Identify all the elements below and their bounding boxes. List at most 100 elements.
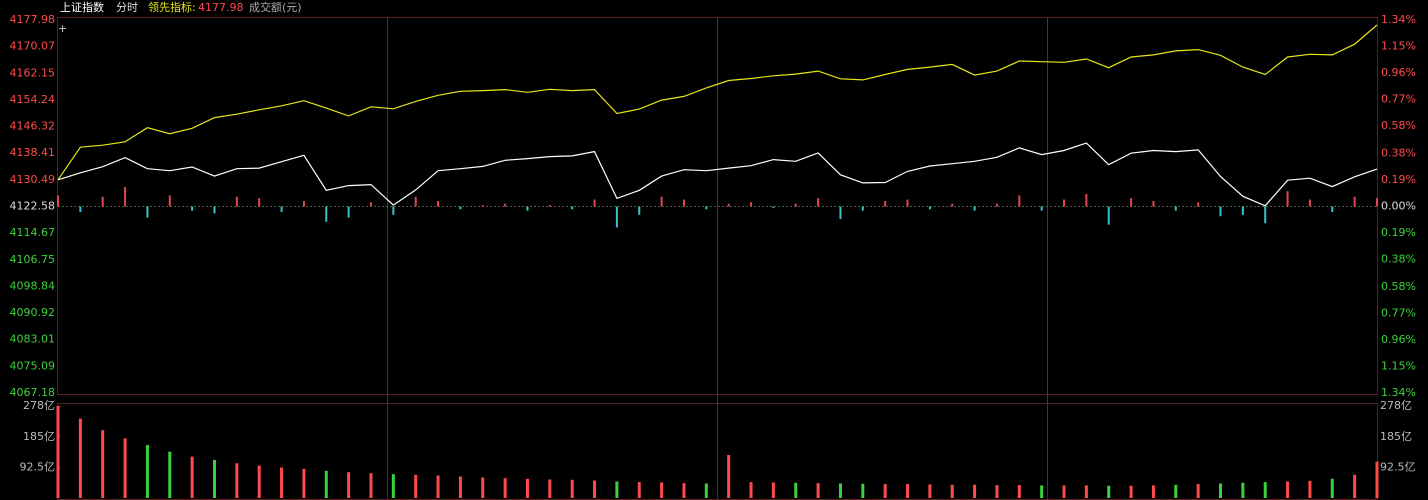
volume-bar — [481, 477, 485, 498]
volume-bar — [682, 483, 686, 498]
diff-bar — [437, 200, 440, 207]
diff-bar — [504, 203, 507, 207]
price-line — [57, 24, 1378, 181]
volume-bar — [1308, 480, 1312, 498]
y2-tick-label: 0.77% — [1381, 307, 1416, 320]
volume-bar — [101, 430, 105, 498]
diff-bar — [1063, 199, 1066, 207]
volume-bar — [436, 475, 440, 498]
y-tick-label: 4154.24 — [10, 93, 56, 106]
volume-bar — [123, 438, 127, 498]
volume-bar — [78, 418, 82, 498]
volume-bar — [637, 482, 641, 498]
y2-tick-label: 0.19% — [1381, 173, 1416, 186]
volume-bar — [324, 470, 328, 498]
diff-bar — [1197, 202, 1200, 207]
y-tick-label: 4067.18 — [10, 386, 56, 399]
volume-bar — [1219, 483, 1223, 498]
volume-bar — [1129, 485, 1133, 498]
volume-bar — [212, 459, 216, 498]
y2-tick-label: 1.34% — [1381, 13, 1416, 26]
y-tick-label: 4146.32 — [10, 120, 56, 133]
y-tick-label: 4122.58 — [10, 200, 56, 213]
diff-bar — [302, 200, 305, 207]
volume-bar — [593, 480, 597, 498]
y2-tick-label: 0.58% — [1381, 119, 1416, 132]
volume-bar — [1286, 481, 1290, 498]
diff-bar — [191, 206, 194, 211]
volume-bar — [861, 483, 865, 498]
diff-bar — [1130, 198, 1133, 207]
volume-bar — [391, 474, 395, 498]
y-tick-label: 185亿 — [23, 430, 55, 443]
diff-bar — [235, 196, 238, 207]
diff-bar — [124, 187, 127, 207]
diff-bar — [995, 203, 998, 207]
diff-bar — [1174, 206, 1177, 211]
diff-bar — [593, 199, 596, 207]
volume-bar — [1241, 482, 1245, 498]
y-tick-label: 4098.84 — [10, 279, 56, 292]
volume-bar — [1263, 482, 1267, 498]
y-tick-label: 4162.15 — [10, 66, 56, 79]
volume-bar — [704, 483, 708, 498]
diff-bar — [146, 206, 149, 218]
y2-tick-label: 0.38% — [1381, 252, 1416, 265]
crosshair-icon[interactable]: + — [58, 22, 67, 35]
volume-bar — [995, 485, 999, 498]
diff-bar — [638, 206, 641, 215]
volume-bar — [1040, 485, 1044, 498]
diff-bar — [794, 203, 797, 207]
volume-bar — [1330, 478, 1334, 498]
volume-bar — [347, 472, 351, 498]
diff-bar — [906, 199, 909, 207]
volume-bar — [458, 476, 462, 498]
diff-bar — [1107, 206, 1110, 225]
volume-bar — [1084, 485, 1088, 498]
volume-bar — [906, 484, 910, 498]
diff-bar — [548, 205, 551, 207]
volume-bar — [771, 482, 775, 498]
y2-tick-label: 1.15% — [1381, 39, 1416, 52]
diff-bar — [168, 195, 171, 207]
volume-bar — [950, 484, 954, 498]
y2-tick-label: 0.96% — [1381, 66, 1416, 79]
volume-bar — [1174, 484, 1178, 498]
volume-bar — [1062, 485, 1066, 498]
diff-bar — [79, 206, 82, 213]
y-tick-label: 92.5亿 — [20, 460, 56, 473]
volume-bar — [816, 483, 820, 498]
volume-bar — [56, 406, 60, 498]
diff-bar — [369, 202, 372, 207]
diff-bar — [526, 206, 529, 211]
y-tick-label: 4083.01 — [10, 333, 56, 346]
y2-tick-label: 0.38% — [1381, 147, 1416, 160]
diff-bar — [884, 200, 887, 207]
volume-bar — [973, 484, 977, 498]
diff-bar — [772, 206, 775, 208]
diff-bar — [1040, 206, 1043, 211]
y2-tick-label: 185亿 — [1380, 430, 1412, 443]
y2-tick-label: 0.58% — [1381, 280, 1416, 293]
y2-tick-label: 278亿 — [1380, 399, 1412, 412]
volume-bar — [235, 463, 239, 498]
volume-bar — [145, 445, 149, 498]
volume-bar — [749, 482, 753, 498]
y-tick-label: 4090.92 — [10, 306, 56, 319]
diff-bar — [1308, 199, 1311, 207]
diff-bar — [750, 202, 753, 207]
diff-bar — [1331, 206, 1334, 213]
y-tick-label: 278亿 — [23, 399, 55, 412]
y2-tick-label: 1.34% — [1381, 386, 1416, 399]
diff-bar — [682, 199, 685, 207]
y2-tick-label: 0.96% — [1381, 333, 1416, 346]
y-tick-label: 4106.75 — [10, 253, 56, 266]
volume-bar — [168, 451, 172, 498]
dividers — [387, 18, 1048, 499]
volume-bar — [1017, 485, 1021, 498]
diff-bar — [727, 203, 730, 207]
volume-bar — [570, 479, 574, 498]
y-tick-label: 4177.98 — [10, 13, 56, 26]
volume-bar — [1375, 461, 1379, 498]
mode[interactable]: 分时 — [116, 1, 138, 14]
